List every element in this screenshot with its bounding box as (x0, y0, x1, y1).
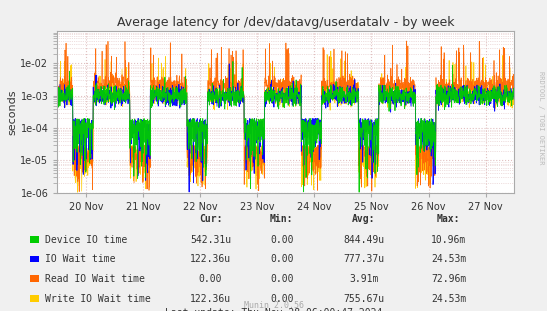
Text: Read IO Wait time: Read IO Wait time (45, 274, 145, 284)
Y-axis label: seconds: seconds (8, 89, 18, 135)
Text: 122.36u: 122.36u (190, 294, 231, 304)
Text: 0.00: 0.00 (270, 294, 293, 304)
Text: Avg:: Avg: (352, 214, 375, 224)
Text: 24.53m: 24.53m (431, 294, 466, 304)
Text: 844.49u: 844.49u (343, 235, 385, 245)
Text: 24.53m: 24.53m (431, 254, 466, 264)
Text: Min:: Min: (270, 214, 293, 224)
Text: Write IO Wait time: Write IO Wait time (45, 294, 150, 304)
Text: 0.00: 0.00 (270, 254, 293, 264)
Text: Cur:: Cur: (199, 214, 222, 224)
Text: 777.37u: 777.37u (343, 254, 385, 264)
Text: IO Wait time: IO Wait time (45, 254, 115, 264)
Title: Average latency for /dev/datavg/userdatalv - by week: Average latency for /dev/datavg/userdata… (117, 16, 455, 29)
Text: 72.96m: 72.96m (431, 274, 466, 284)
Text: 755.67u: 755.67u (343, 294, 385, 304)
Text: 3.91m: 3.91m (349, 274, 379, 284)
Text: RRDTOOL / TOBI OETIKER: RRDTOOL / TOBI OETIKER (538, 72, 544, 165)
Text: Max:: Max: (437, 214, 460, 224)
Text: 0.00: 0.00 (199, 274, 222, 284)
Text: Device IO time: Device IO time (45, 235, 127, 245)
Text: 542.31u: 542.31u (190, 235, 231, 245)
Text: 10.96m: 10.96m (431, 235, 466, 245)
Text: Munin 2.0.56: Munin 2.0.56 (243, 301, 304, 310)
Text: 0.00: 0.00 (270, 274, 293, 284)
Text: Last update: Thu Nov 28 06:00:47 2024: Last update: Thu Nov 28 06:00:47 2024 (165, 308, 382, 311)
Text: 122.36u: 122.36u (190, 254, 231, 264)
Text: 0.00: 0.00 (270, 235, 293, 245)
